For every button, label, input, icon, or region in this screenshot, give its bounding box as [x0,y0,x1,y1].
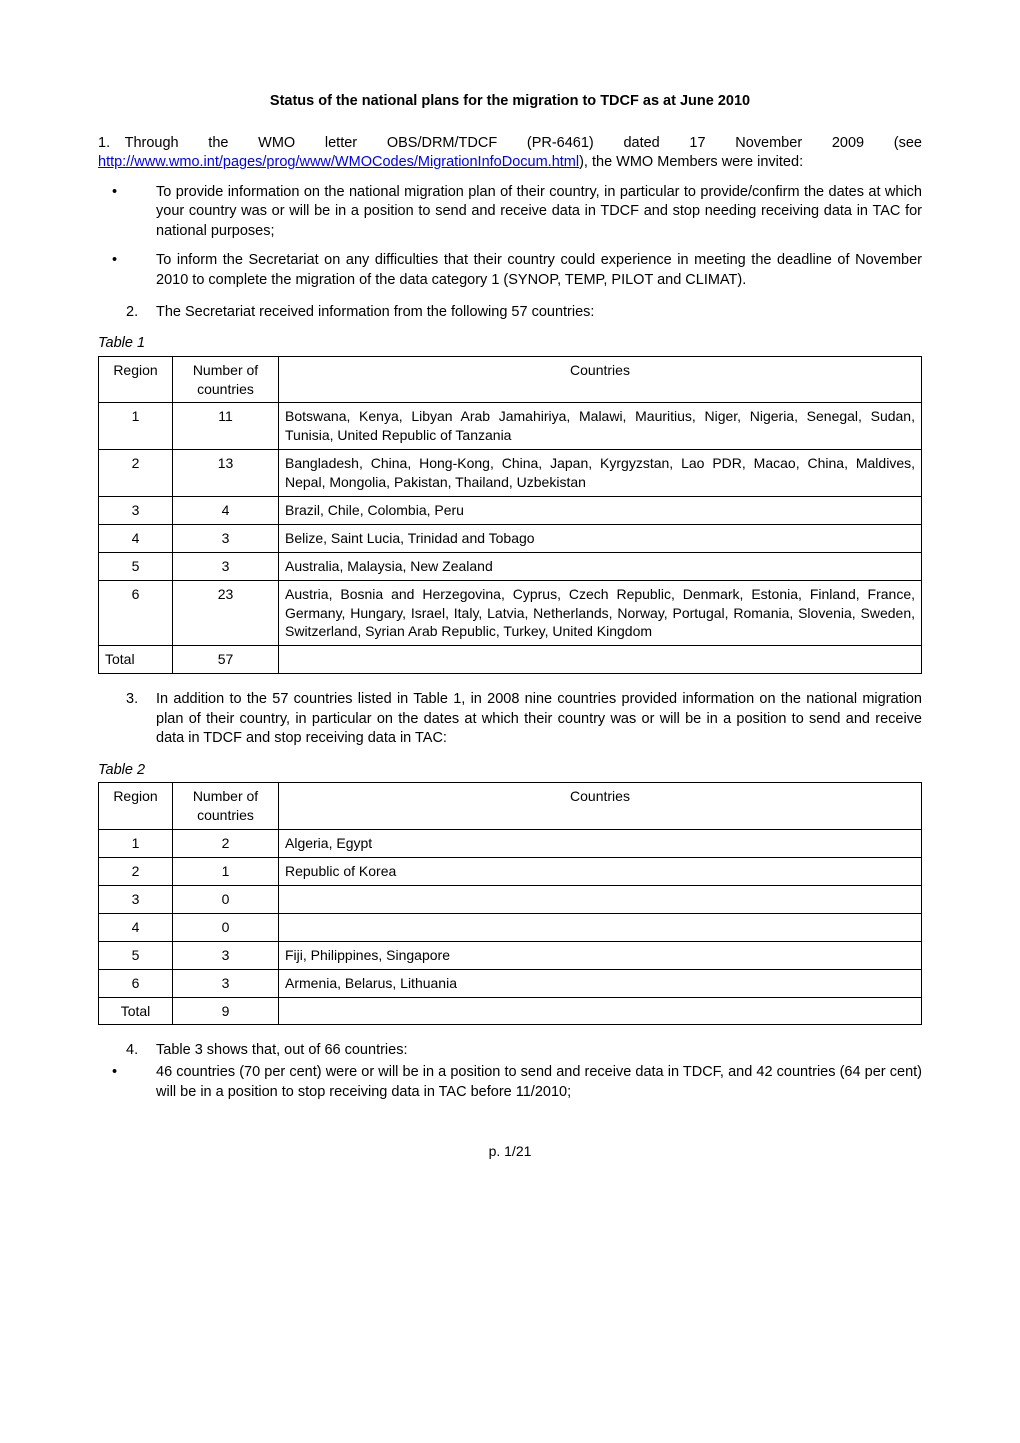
cell-region: 2 [99,858,173,886]
bullet-item: To inform the Secretariat on any difficu… [98,251,922,290]
cell-empty [279,646,922,674]
table2-caption: Table 2 [98,761,922,781]
item4-bullets: 46 countries (70 per cent) were or will … [98,1063,922,1102]
cell-region: 3 [99,886,173,914]
cell-countries: Algeria, Egypt [279,830,922,858]
cell-countries [279,886,922,914]
item-text: Table 3 shows that, out of 66 countries: [156,1042,407,1058]
table-row: 53Australia, Malaysia, New Zealand [99,552,922,580]
item-number: 4. [126,1041,138,1061]
table1-body: 111Botswana, Kenya, Libyan Arab Jamahiri… [99,403,922,674]
table-row: 43Belize, Saint Lucia, Trinidad and Toba… [99,524,922,552]
bullet-item: To provide information on the national m… [98,183,922,242]
item-number: 2. [126,303,138,323]
cell-num: 11 [173,403,279,450]
table-row: 63Armenia, Belarus, Lithuania [99,969,922,997]
cell-countries: Armenia, Belarus, Lithuania [279,969,922,997]
cell-region: 4 [99,913,173,941]
cell-region: 1 [99,830,173,858]
cell-region: 2 [99,450,173,497]
cell-countries: Austria, Bosnia and Herzegovina, Cyprus,… [279,580,922,646]
cell-countries [279,913,922,941]
table-total-row: Total9 [99,997,922,1025]
cell-num: 4 [173,496,279,524]
migration-link[interactable]: http://www.wmo.int/pages/prog/www/WMOCod… [98,154,579,170]
table-row: 34Brazil, Chile, Colombia, Peru [99,496,922,524]
cell-total-label: Total [99,646,173,674]
cell-num: 0 [173,913,279,941]
cell-countries: Brazil, Chile, Colombia, Peru [279,496,922,524]
numbered-item-3: 3. In addition to the 57 countries liste… [98,690,922,749]
cell-region: 6 [99,969,173,997]
cell-region: 5 [99,941,173,969]
p1-lead: 1. Through the WMO letter OBS/DRM/TDCF (… [98,135,922,151]
table1-caption: Table 1 [98,334,922,354]
cell-num: 3 [173,524,279,552]
table-header-row: Region Number of countries Countries [99,356,922,403]
bullet-item: 46 countries (70 per cent) were or will … [98,1063,922,1102]
col-region-header: Region [99,356,173,403]
table-row: 53Fiji, Philippines, Singapore [99,941,922,969]
cell-total-num: 57 [173,646,279,674]
cell-total-label: Total [99,997,173,1025]
col-region-header: Region [99,783,173,830]
p1-tail: ), the WMO Members were invited: [579,154,803,170]
cell-countries: Republic of Korea [279,858,922,886]
cell-num: 1 [173,858,279,886]
table-row: 213Bangladesh, China, Hong-Kong, China, … [99,450,922,497]
cell-num: 23 [173,580,279,646]
cell-num: 0 [173,886,279,914]
cell-countries: Fiji, Philippines, Singapore [279,941,922,969]
table-row: 40 [99,913,922,941]
table-row: 21Republic of Korea [99,858,922,886]
cell-num: 3 [173,969,279,997]
cell-region: 4 [99,524,173,552]
table-header-row: Region Number of countries Countries [99,783,922,830]
col-countries-header: Countries [279,356,922,403]
page-footer: p. 1/21 [98,1142,922,1161]
table2: Region Number of countries Countries 12A… [98,782,922,1025]
col-num-header: Number of countries [173,356,279,403]
table2-body: 12Algeria, Egypt21Republic of Korea30405… [99,830,922,1025]
item-text: The Secretariat received information fro… [156,304,594,320]
numbered-item-2: 2. The Secretariat received information … [98,303,922,323]
table-row: 111Botswana, Kenya, Libyan Arab Jamahiri… [99,403,922,450]
cell-countries: Australia, Malaysia, New Zealand [279,552,922,580]
intro-paragraph: 1. Through the WMO letter OBS/DRM/TDCF (… [98,134,922,173]
table1: Region Number of countries Countries 111… [98,356,922,675]
cell-empty [279,997,922,1025]
cell-num: 2 [173,830,279,858]
page-title: Status of the national plans for the mig… [98,92,922,112]
table-row: 12Algeria, Egypt [99,830,922,858]
cell-countries: Botswana, Kenya, Libyan Arab Jamahiriya,… [279,403,922,450]
invitation-list: To provide information on the national m… [98,183,922,291]
cell-region: 5 [99,552,173,580]
cell-countries: Belize, Saint Lucia, Trinidad and Tobago [279,524,922,552]
cell-region: 3 [99,496,173,524]
cell-num: 3 [173,552,279,580]
cell-countries: Bangladesh, China, Hong-Kong, China, Jap… [279,450,922,497]
cell-num: 3 [173,941,279,969]
table-row: 623Austria, Bosnia and Herzegovina, Cypr… [99,580,922,646]
col-countries-header: Countries [279,783,922,830]
col-num-header: Number of countries [173,783,279,830]
cell-region: 1 [99,403,173,450]
cell-region: 6 [99,580,173,646]
item-number: 3. [126,690,138,710]
cell-total-num: 9 [173,997,279,1025]
table-total-row: Total57 [99,646,922,674]
item-text: In addition to the 57 countries listed i… [156,691,922,746]
numbered-item-4: 4. Table 3 shows that, out of 66 countri… [98,1041,922,1061]
cell-num: 13 [173,450,279,497]
table-row: 30 [99,886,922,914]
